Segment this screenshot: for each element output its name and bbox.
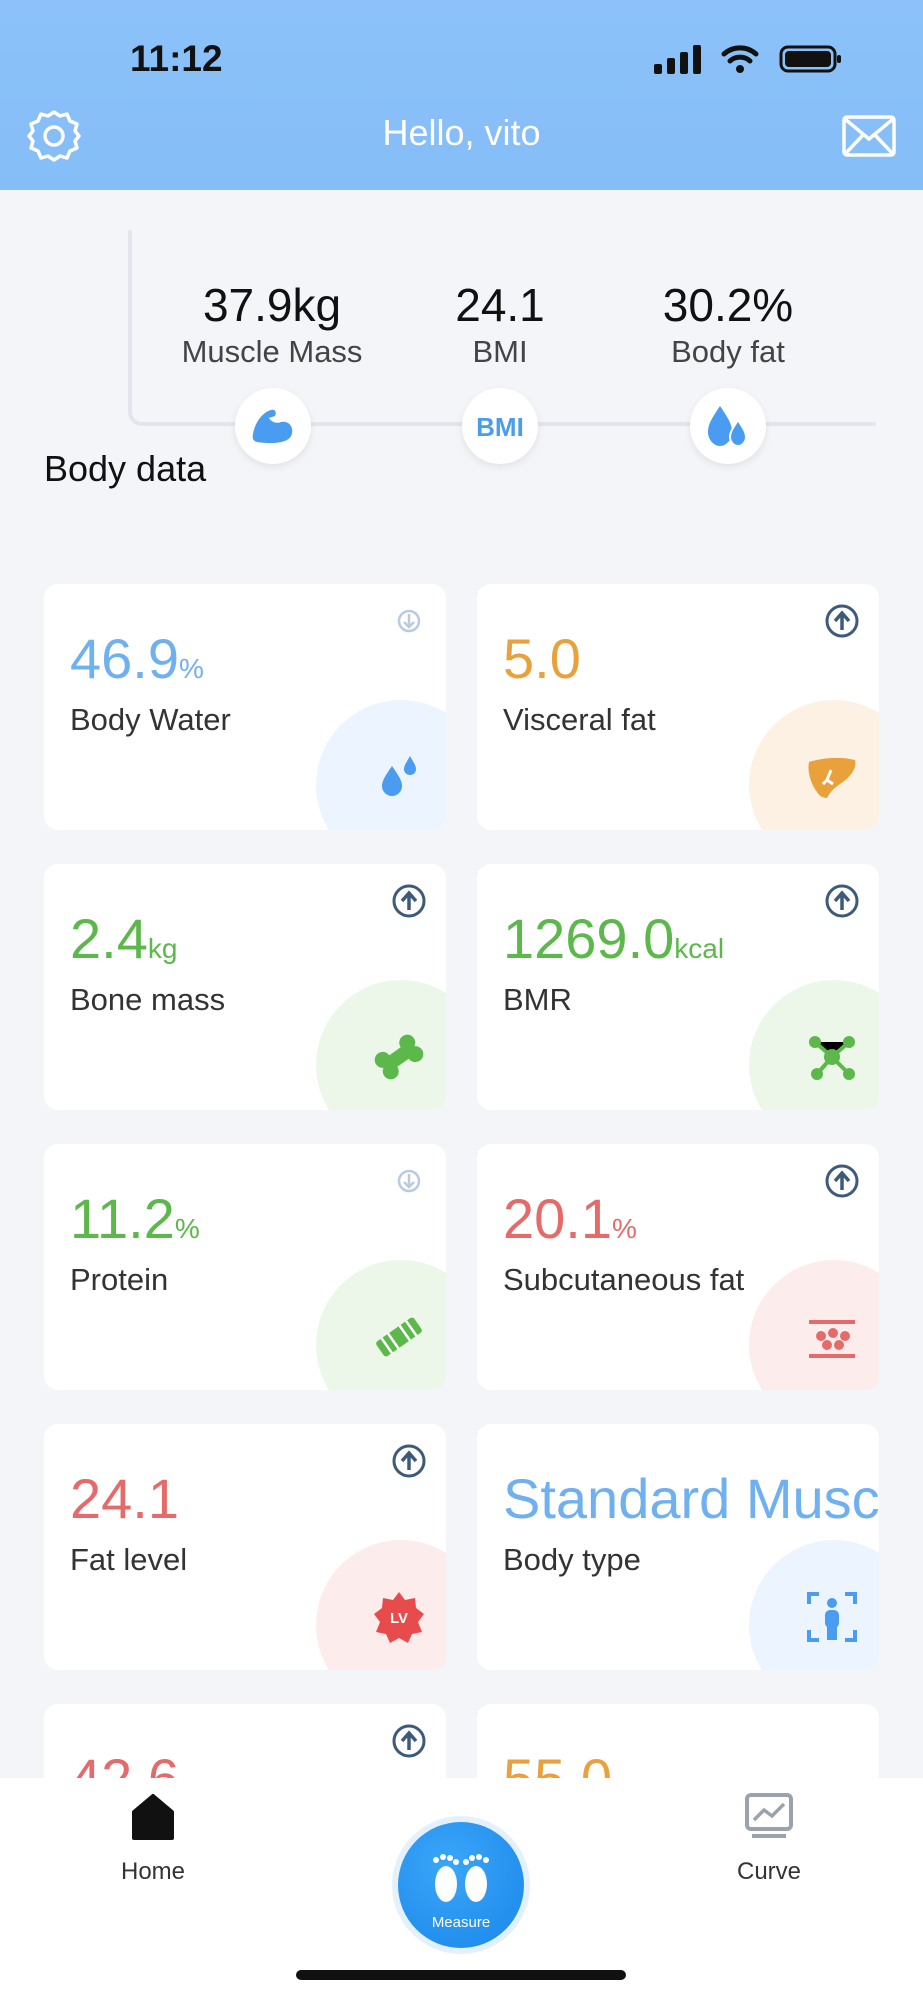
nav-curve-label: Curve — [736, 1858, 802, 1885]
card-label: Body type — [503, 1542, 641, 1577]
card-value: 11.2% — [70, 1187, 200, 1250]
metric-label: Body fat — [671, 334, 785, 369]
body-fat-metric[interactable]: 30.2% Body fat — [608, 278, 848, 370]
trend-up-icon — [392, 884, 426, 918]
measure-button[interactable]: Measure — [398, 1822, 524, 1948]
footprints-icon — [433, 1854, 489, 1902]
trend-up-icon — [392, 1444, 426, 1478]
nav-home-label: Home — [120, 1858, 186, 1885]
drops-icon — [690, 388, 766, 464]
trend-up-icon — [392, 1724, 426, 1758]
trend-down-icon — [397, 609, 421, 633]
trend-up-icon — [825, 604, 859, 638]
card-protein[interactable]: 11.2% Protein — [44, 1144, 446, 1390]
card-bmr[interactable]: 1269.0kcal BMR — [477, 864, 879, 1110]
bone-icon — [374, 1034, 424, 1080]
settings-gear-icon[interactable] — [26, 108, 82, 164]
muscle-mass-metric[interactable]: 37.9kg Muscle Mass — [152, 278, 392, 370]
home-icon — [132, 1794, 174, 1840]
card-body-water[interactable]: 46.9% Body Water — [44, 584, 446, 830]
body-type-icon — [807, 1592, 857, 1642]
wifi-icon — [721, 44, 759, 74]
battery-icon — [779, 44, 843, 74]
card-label: Bone mass — [70, 982, 226, 1017]
card-value: 46.9% — [70, 627, 204, 690]
liver-icon — [808, 757, 856, 798]
card-label: BMR — [503, 982, 572, 1017]
card-bone-mass[interactable]: 2.4kg Bone mass — [44, 864, 446, 1110]
card-value: 24.1 — [70, 1467, 179, 1530]
metric-label: BMI — [472, 334, 528, 369]
card-value: 20.1% — [503, 1187, 637, 1250]
svg-text:BMI: BMI — [476, 412, 524, 442]
card-value: 5.0 — [503, 627, 581, 690]
fat-level-icon: LV — [374, 1592, 424, 1643]
card-value: Standard Muscular — [503, 1467, 879, 1530]
svg-text:LV: LV — [390, 1610, 408, 1627]
trend-down-icon — [397, 1169, 421, 1193]
card-subcutaneous-fat[interactable]: 20.1% Subcutaneous fat — [477, 1144, 879, 1390]
subcutaneous-fat-icon — [809, 1320, 855, 1358]
home-indicator — [296, 1970, 626, 1980]
section-title-body-data: Body data — [44, 448, 207, 489]
card-body-type[interactable]: Standard Muscular Body type — [477, 1424, 879, 1670]
metric-label: Muscle Mass — [181, 334, 363, 369]
greeting-title: Hello, vito — [382, 112, 541, 153]
card-label: Fat level — [70, 1542, 188, 1577]
bmi-metric[interactable]: 24.1 BMI — [380, 278, 620, 370]
protein-icon — [376, 1317, 422, 1357]
status-icons — [654, 44, 843, 74]
trend-up-icon — [825, 884, 859, 918]
molecule-icon — [809, 1036, 855, 1080]
measure-label: Measure — [431, 1914, 491, 1931]
card-label: Visceral fat — [503, 702, 656, 737]
muscle-icon — [235, 388, 311, 464]
trend-up-icon — [825, 1164, 859, 1198]
signal-icon — [654, 44, 701, 74]
nav-home[interactable]: Home — [93, 1794, 213, 1886]
metric-value: 30.2% — [662, 279, 794, 331]
card-value: 1269.0kcal — [503, 907, 725, 970]
bmi-icon: BMI — [462, 388, 538, 464]
header: 11:12 Hello, vito — [0, 0, 923, 190]
card-label: Subcutaneous fat — [503, 1262, 745, 1297]
water-drop-icon — [382, 756, 416, 796]
card-label: Protein — [70, 1262, 169, 1297]
curve-chart-icon — [745, 1793, 793, 1838]
card-visceral-fat[interactable]: 5.0 Visceral fat — [477, 584, 879, 830]
card-value: 2.4kg — [70, 907, 178, 970]
mail-icon[interactable] — [841, 114, 897, 158]
nav-curve[interactable]: Curve — [709, 1793, 829, 1886]
card-fat-level[interactable]: 24.1 Fat level LV — [44, 1424, 446, 1670]
metric-value: 24.1 — [455, 279, 545, 331]
status-time: 11:12 — [130, 38, 223, 79]
card-label: Body Water — [70, 702, 231, 737]
metric-value: 37.9kg — [202, 279, 342, 331]
